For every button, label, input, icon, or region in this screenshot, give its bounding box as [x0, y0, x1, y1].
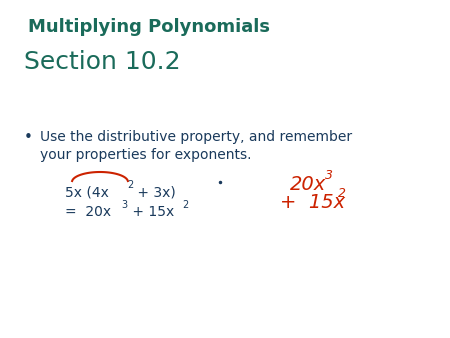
- Text: 5x (4x: 5x (4x: [65, 185, 109, 199]
- Text: 3: 3: [325, 169, 333, 182]
- Text: 3: 3: [121, 200, 127, 210]
- Text: 2: 2: [182, 200, 188, 210]
- Text: 2: 2: [127, 180, 133, 190]
- Text: Section 10.2: Section 10.2: [24, 50, 180, 74]
- Text: •: •: [24, 130, 33, 145]
- Text: 20x: 20x: [290, 175, 326, 194]
- Text: Use the distributive property, and remember: Use the distributive property, and remem…: [40, 130, 352, 144]
- Text: =  20x: = 20x: [65, 205, 111, 219]
- Text: 2: 2: [338, 187, 346, 200]
- Text: + 3x): + 3x): [133, 185, 176, 199]
- Text: +  15x: + 15x: [280, 193, 345, 212]
- Text: your properties for exponents.: your properties for exponents.: [40, 148, 252, 162]
- Text: Multiplying Polynomials: Multiplying Polynomials: [28, 18, 270, 36]
- Text: + 15x: + 15x: [128, 205, 174, 219]
